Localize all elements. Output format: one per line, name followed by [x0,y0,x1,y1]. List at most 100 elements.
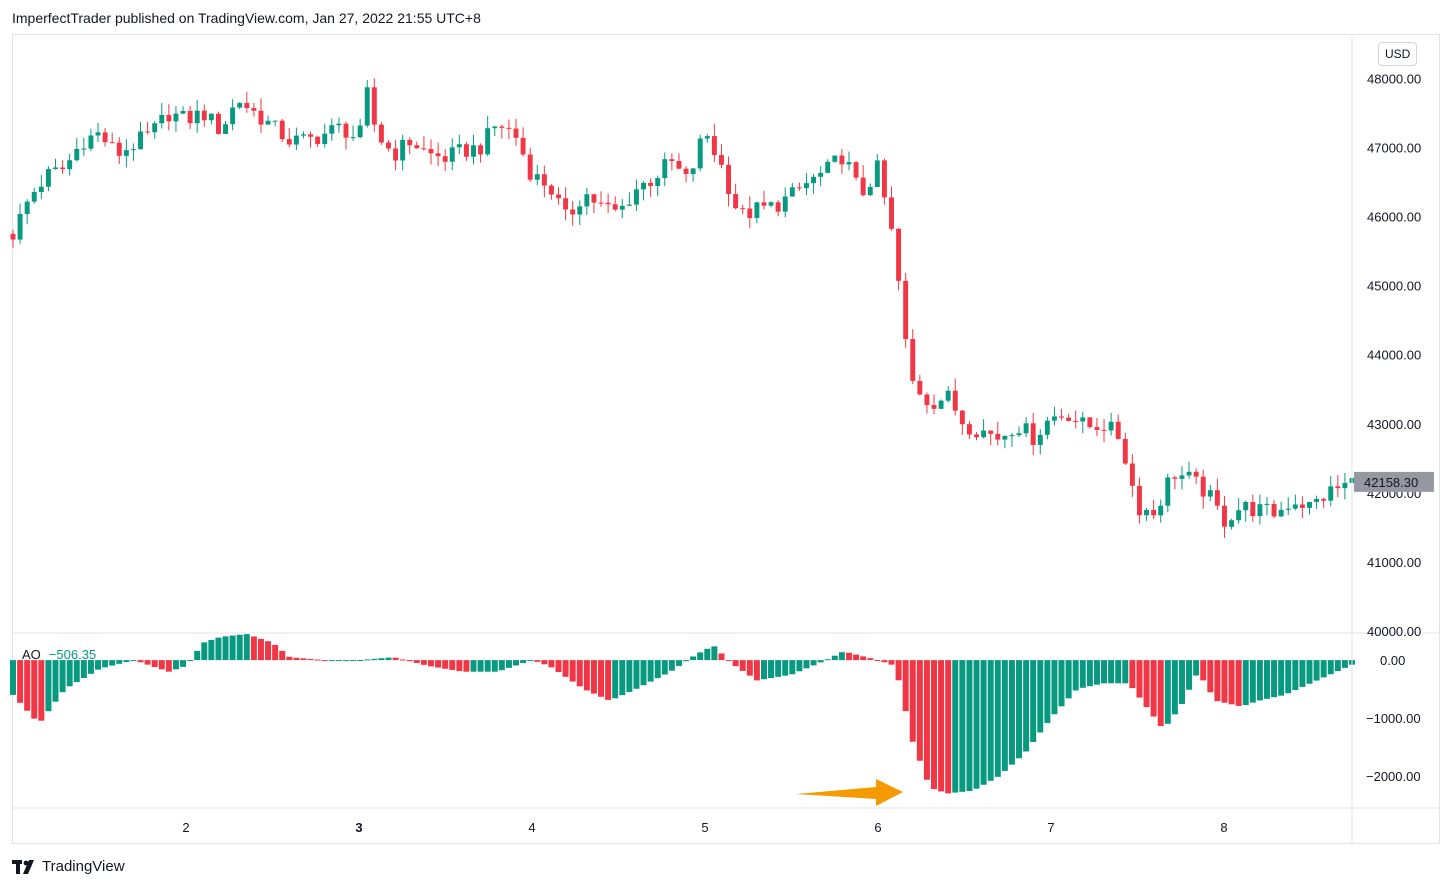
ao-bar [1327,660,1334,675]
currency-button[interactable]: USD [1378,42,1418,66]
candle [258,98,264,133]
price-axis-label: 46000.00 [1367,210,1421,225]
ao-bar [243,634,250,661]
ao-bar [24,660,31,711]
ao-bar [180,660,187,667]
candle [584,188,590,215]
ao-bar [760,660,767,680]
time-axis-label: 4 [528,820,535,835]
ao-bar [1249,660,1256,703]
indicator-legend[interactable]: AO −506.35 [22,647,96,662]
ao-bar [229,635,236,661]
ao-bar [725,660,732,662]
ao-bar [1150,660,1157,717]
candle [718,144,724,169]
ao-bar [860,656,867,661]
ao-bar [215,637,222,661]
ao-bar [973,660,980,789]
ao-bar [187,660,194,662]
ao-bar [640,660,647,686]
candle [761,190,767,210]
ao-bar [399,659,406,661]
candle [180,106,186,115]
ao-bar [66,660,73,687]
candle [159,102,165,129]
candle [839,148,845,174]
ao-bar [931,660,938,790]
candle [1236,498,1242,524]
last-price-label: 42158.30 [1364,475,1418,490]
candle [485,115,491,157]
candle [506,119,512,140]
ao-bar [1001,660,1008,771]
candle [924,392,930,414]
ao-bar [987,660,994,781]
ao-bar [1065,660,1072,699]
ao-bar [357,660,364,662]
candle [435,142,441,167]
candle [825,159,831,174]
candle [279,119,285,142]
candle [881,158,887,205]
candle [17,203,23,244]
candle [350,125,356,141]
ao-bar [1221,660,1228,703]
candle [173,106,179,132]
candle [478,143,484,163]
ao-bar [350,660,357,662]
ao-bar [392,657,399,661]
price-axis-label: 44000.00 [1367,348,1421,363]
candle [499,124,505,139]
candle [1115,414,1121,440]
tradingview-logo-icon [12,859,34,874]
candle [456,134,462,154]
ao-bar [1157,660,1164,727]
candle [152,121,158,139]
ao-bar [675,660,682,666]
ao-bar [73,660,80,683]
ao-bar [137,660,144,663]
price-axis-label: 47000.00 [1367,141,1421,156]
candle [329,118,335,141]
publish-header: ImperfectTrader published on TradingView… [12,10,481,26]
ao-bar [194,650,201,661]
tradingview-logo[interactable]: TradingView [12,858,125,875]
candle [414,141,420,149]
candle [343,121,349,150]
candle [570,200,576,226]
candle [364,79,370,128]
candle [53,158,58,170]
candle [804,173,809,196]
candle [697,134,703,172]
candle [45,166,51,192]
ao-bar [1320,660,1327,678]
candle [796,182,802,191]
candle [534,164,540,186]
candle [988,430,994,446]
candle [1172,475,1178,490]
candle [308,131,314,148]
candle [952,378,958,416]
candle [1257,494,1263,525]
footer-brand: TradingView [42,858,125,875]
ao-bar [513,660,520,666]
candle [1328,476,1334,507]
candle [208,113,214,125]
candle [541,165,547,198]
candle [1264,497,1270,516]
candle [265,115,271,125]
candle [669,153,675,171]
candle [931,394,937,415]
ao-bar [739,660,746,671]
ao-bar [1313,660,1320,681]
candle [995,421,1001,446]
candle [1023,417,1029,437]
candle [874,154,880,188]
candle [371,78,377,132]
ao-bar [853,654,860,661]
ao-bar [562,660,569,677]
candle [471,134,476,165]
ao-bar [1186,660,1193,690]
ao-bar [1023,660,1030,752]
